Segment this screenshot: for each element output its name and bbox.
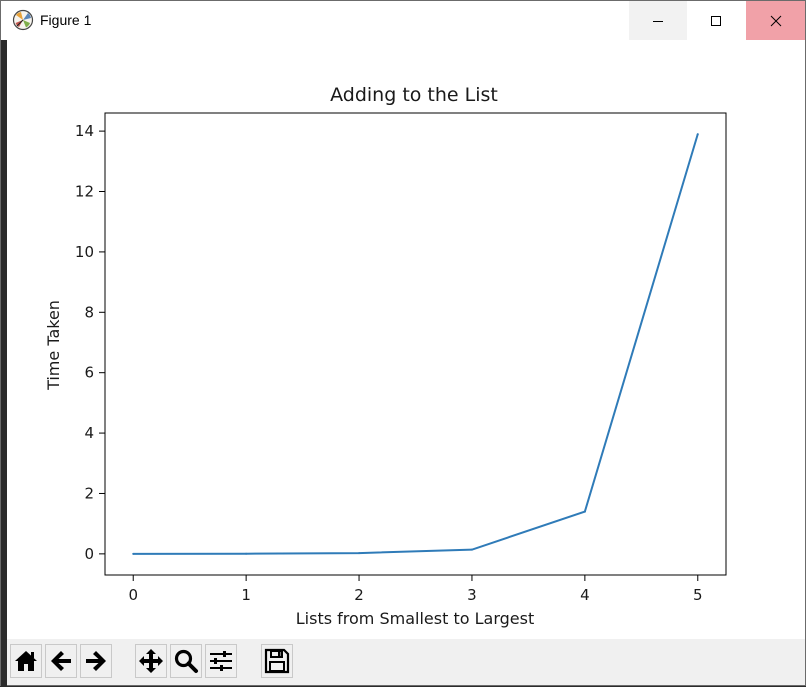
configure-subplots-button[interactable] [205, 644, 237, 678]
matplotlib-logo-icon [12, 9, 34, 31]
y-tick-label: 8 [84, 303, 94, 321]
data-point [132, 552, 135, 555]
minimize-icon [653, 20, 663, 22]
y-tick-label: 14 [75, 122, 94, 140]
x-tick-label: 4 [580, 586, 590, 604]
sliders-icon [210, 651, 232, 671]
maximize-button[interactable] [687, 1, 745, 40]
data-point [245, 552, 248, 555]
x-tick-label: 1 [241, 586, 251, 604]
magnifier-icon [174, 649, 198, 673]
y-axis-label: Time Taken [44, 300, 63, 391]
y-axis: 0 2 4 6 8 10 12 14 [75, 122, 105, 563]
background-window-edge [1, 40, 7, 687]
y-tick-label: 2 [84, 484, 94, 502]
x-tick-label: 5 [693, 586, 703, 604]
title-bar[interactable]: Figure 1 [1, 1, 805, 40]
x-tick-label: 3 [467, 586, 477, 604]
move-icon [139, 649, 163, 673]
x-axis-label: Lists from Smallest to Largest [296, 609, 534, 628]
x-tick-label: 0 [128, 586, 138, 604]
close-button[interactable] [746, 1, 805, 40]
axes-frame [104, 112, 727, 576]
y-tick-label: 4 [84, 424, 94, 442]
pan-button[interactable] [135, 644, 167, 678]
y-tick-label: 6 [84, 364, 94, 382]
y-tick-label: 0 [84, 545, 94, 563]
arrow-right-icon [86, 651, 106, 671]
navigation-toolbar [7, 639, 805, 685]
arrow-left-icon [51, 651, 71, 671]
x-tick-label: 2 [354, 586, 364, 604]
home-button[interactable] [10, 644, 42, 678]
y-tick-label: 12 [75, 183, 94, 201]
x-axis: 0 1 2 3 4 5 [128, 575, 703, 604]
maximize-icon [711, 15, 721, 26]
forward-button[interactable] [80, 644, 112, 678]
home-icon [15, 651, 37, 671]
y-tick-label: 10 [75, 243, 94, 261]
floppy-disk-icon [264, 648, 290, 674]
back-button[interactable] [45, 644, 77, 678]
data-point [583, 510, 586, 513]
data-point [470, 548, 473, 551]
series-line [133, 133, 699, 555]
save-button[interactable] [261, 644, 293, 678]
minimize-button[interactable] [629, 1, 687, 40]
chart-title: Adding to the List [330, 84, 498, 106]
close-icon [770, 15, 781, 26]
zoom-button[interactable] [170, 644, 202, 678]
series-points [132, 133, 699, 555]
data-point [358, 552, 361, 555]
window-title: Figure 1 [40, 12, 92, 28]
data-point [696, 133, 699, 136]
